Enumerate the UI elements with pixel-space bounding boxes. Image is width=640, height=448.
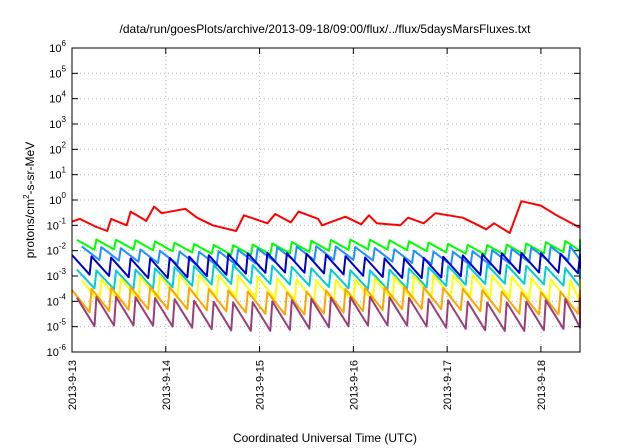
y-tick-label: 10-2 bbox=[47, 242, 67, 258]
x-tick-label: 2013-9-18 bbox=[536, 360, 548, 410]
x-tick-label: 2013-9-17 bbox=[442, 360, 454, 410]
y-tick-label: 10-3 bbox=[47, 267, 67, 283]
series-line-4 bbox=[71, 252, 581, 280]
chart-title: /data/run/goesPlots/archive/2013-09-18/0… bbox=[120, 22, 532, 36]
y-tick-label: 10-6 bbox=[47, 343, 67, 359]
y-tick-label: 101 bbox=[49, 166, 66, 182]
y-tick-label: 106 bbox=[49, 39, 66, 55]
x-tick-label: 2013-9-14 bbox=[161, 360, 173, 410]
x-tick-label: 2013-9-15 bbox=[255, 360, 267, 410]
y-axis-label-rest: -s-sr-MeV bbox=[23, 142, 37, 195]
series-layer bbox=[71, 200, 581, 332]
y-tick-label: 10-4 bbox=[47, 292, 67, 308]
y-tick-label: 102 bbox=[49, 140, 66, 156]
y-tick-label: 10-5 bbox=[47, 318, 67, 334]
x-tick-label: 2013-9-13 bbox=[67, 360, 79, 410]
y-tick-label: 103 bbox=[49, 115, 66, 131]
x-tick-label: 2013-9-16 bbox=[348, 360, 360, 410]
y-axis-label: protons/cm2-s-sr-MeV bbox=[22, 142, 37, 258]
x-axis-label: Coordinated Universal Time (UTC) bbox=[233, 431, 417, 445]
y-axis-label-base: protons/cm bbox=[23, 199, 37, 258]
series-line-5 bbox=[76, 263, 581, 291]
y-tick-label: 10-1 bbox=[47, 216, 67, 232]
series-line-1 bbox=[71, 200, 581, 234]
y-axis-label-sup: 2 bbox=[22, 194, 31, 199]
y-tick-label: 100 bbox=[49, 191, 66, 207]
series-line-8 bbox=[76, 295, 581, 332]
y-axis: 106 105 104 103 102 101 100 10-1 10-2 10-3 10-4 10-… bbox=[47, 39, 580, 359]
series-line-7 bbox=[71, 285, 581, 316]
y-tick-label: 104 bbox=[49, 90, 66, 106]
series-line-2 bbox=[76, 238, 581, 256]
x-axis: 2013-9-13 2013-9-14 2013-9-15 2013-9-16 2013… bbox=[67, 48, 548, 410]
y-tick-label: 105 bbox=[49, 64, 66, 80]
